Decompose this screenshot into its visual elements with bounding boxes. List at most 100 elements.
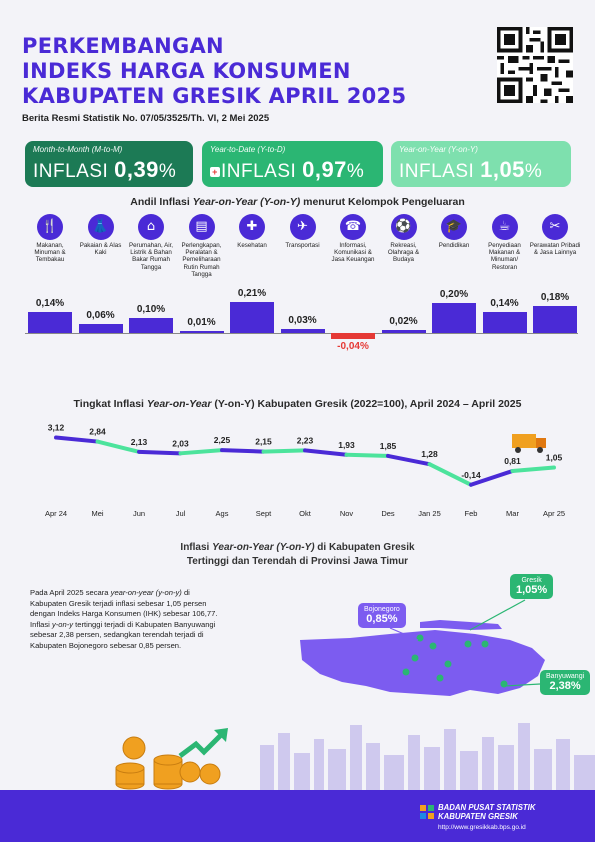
footer-url: http://www.gresikkab.bps.go.id [438,824,526,831]
callout-value: 1,05% [516,584,548,596]
line-segment [427,462,473,487]
bar-value-label: 0,14% [490,298,519,309]
qr-code-icon [497,27,573,103]
point-value-label: 2,13 [131,437,148,447]
restaurant-icon: ☕ [491,214,518,240]
category-label: Rekreasi, Olahraga & Budaya [387,242,420,264]
line-segment [510,465,556,474]
bar [533,306,577,333]
bps-logo-icon [420,805,434,819]
category-item: 🎓 Pendidikan [428,214,480,249]
category-label: Pakaian & Alas Kaki [79,242,122,257]
title-part: menurut Kelompok Pengeluaran [300,196,465,208]
line-segment [95,439,141,454]
plus-icon: + [210,166,220,177]
card-word: INFLASI [33,161,109,182]
personal-care-icon: ✂ [542,214,568,240]
bar [28,312,72,333]
footer-line2: KABUPATEN GRESIK [438,812,518,821]
callout-bojonegoro: Bojonegoro 0,85% [358,603,406,628]
report-subtitle: Berita Resmi Statistik No. 07/05/3525/Th… [22,113,270,124]
para-part: Pada April 2025 secara [30,588,111,597]
page-title: PERKEMBANGAN INDEKS HARGA KONSUMEN KABUP… [22,34,406,109]
bar-value-label: 0,18% [540,292,570,303]
x-tick-label: Sept [256,509,272,518]
health-icon: ✚ [239,214,265,240]
point-value-label: 2,25 [214,435,231,445]
x-tick-label: Ags [216,509,229,518]
communication-icon: ☎ [340,214,366,240]
line-segment [261,448,307,454]
category-item: ✚ Kesehatan [226,214,278,249]
title-part: di Kabupaten Gresik [314,542,415,553]
card-unit: % [524,161,543,182]
callout-name: Gresik [521,577,542,584]
category-item: ⚽ Rekreasi, Olahraga & Budaya [378,214,430,264]
point-value-label: 3,12 [48,423,65,433]
bps-footer-text: BADAN PUSAT STATISTIK KABUPATEN GRESIK h… [438,803,535,831]
bar-value-label: 0,20% [439,289,469,300]
point-value-label: 1,05 [546,453,563,463]
category-label: Pendidikan [438,242,470,249]
bar [78,324,123,333]
callout-name: Bojonegoro [364,606,400,613]
bar-value-label: 0,10% [136,304,166,315]
para-part: di Kabupaten Gresik terjadi inflasi sebe… [30,588,218,629]
x-tick-label: Okt [299,509,312,518]
title-part: Tingkat Inflasi [73,398,147,410]
bar-value-label: 0,03% [288,314,317,326]
bar [432,303,476,333]
x-tick-label: Jul [176,509,186,518]
callout-name: Banyuwangi [546,673,585,680]
point-value-label: 2,23 [297,435,314,445]
line-segment [220,448,266,454]
yoy-line-chart: 3,12 Apr 24 2,84 Mei 2,13 Jun 2,03 Jul 2,25 Ags 2,… [45,423,565,518]
title-part: Inflasi [180,542,213,553]
summary-paragraph: Pada April 2025 secara year-on-year (y-o… [30,588,220,651]
footer-bar [0,790,595,842]
para-part: year-on-year (y-on-y) [110,588,182,597]
category-item: 🍴 Makanan, Minuman & Tembakau [24,214,76,264]
category-label: Perumahan, Air, Listrik & Bahan Bakar Ru… [128,242,174,271]
house-icon: ⌂ [138,214,164,240]
food-icon: 🍴 [37,214,63,240]
line-segment [386,453,432,467]
appliance-icon: ▤ [188,214,215,240]
bar-value-label: 0,21% [237,287,267,299]
x-tick-label: Mei [91,509,103,518]
card-label: Year-on-Year (Y-on-Y) [399,145,478,154]
bar [280,328,325,333]
title-line: INDEKS HARGA KONSUMEN [22,59,351,83]
x-tick-label: Jun [133,509,145,518]
bar-value-label: 0,06% [86,310,115,321]
delivery-truck-icon [512,434,546,453]
para-part: tertinggi terjadi di Kabupaten Banyuwang… [30,619,216,650]
para-part: y-on-y [51,619,74,629]
line-segment [54,435,100,444]
card-unit: % [158,161,177,182]
category-label: Transportasi [285,242,320,249]
x-tick-label: Apr 24 [45,509,67,518]
line-segment [303,448,349,457]
category-item: ⌂ Perumahan, Air, Listrik & Bahan Bakar R… [125,214,177,271]
x-tick-label: Apr 25 [543,509,565,518]
category-label: Perawatan Pribadi & Jasa Lainnya [529,242,581,257]
x-tick-label: Nov [340,509,354,518]
category-item: 👗 Pakaian & Alas Kaki [75,214,127,256]
bar [331,333,375,339]
point-value-label: -0,14 [461,470,481,480]
card-label: Month-to-Month (M-to-M) [33,145,123,154]
category-item: ✈ Transportasi [277,214,329,249]
callout-value: 0,85% [366,613,398,625]
title-part: Andil Inflasi [130,196,193,208]
andil-title: Andil Inflasi Year-on-Year (Y-on-Y) menu… [0,196,595,208]
recreation-icon: ⚽ [390,214,417,240]
line-segment [178,448,224,456]
coins-growth-icon [115,728,228,790]
clothing-icon: 👗 [87,214,114,240]
point-value-label: 1,85 [380,441,397,451]
title-part: (Y-on-Y) Kabupaten Gresik (2022=100), Ap… [211,398,522,410]
bar-value-label: -0,04% [337,341,369,352]
line-segment [469,469,515,487]
